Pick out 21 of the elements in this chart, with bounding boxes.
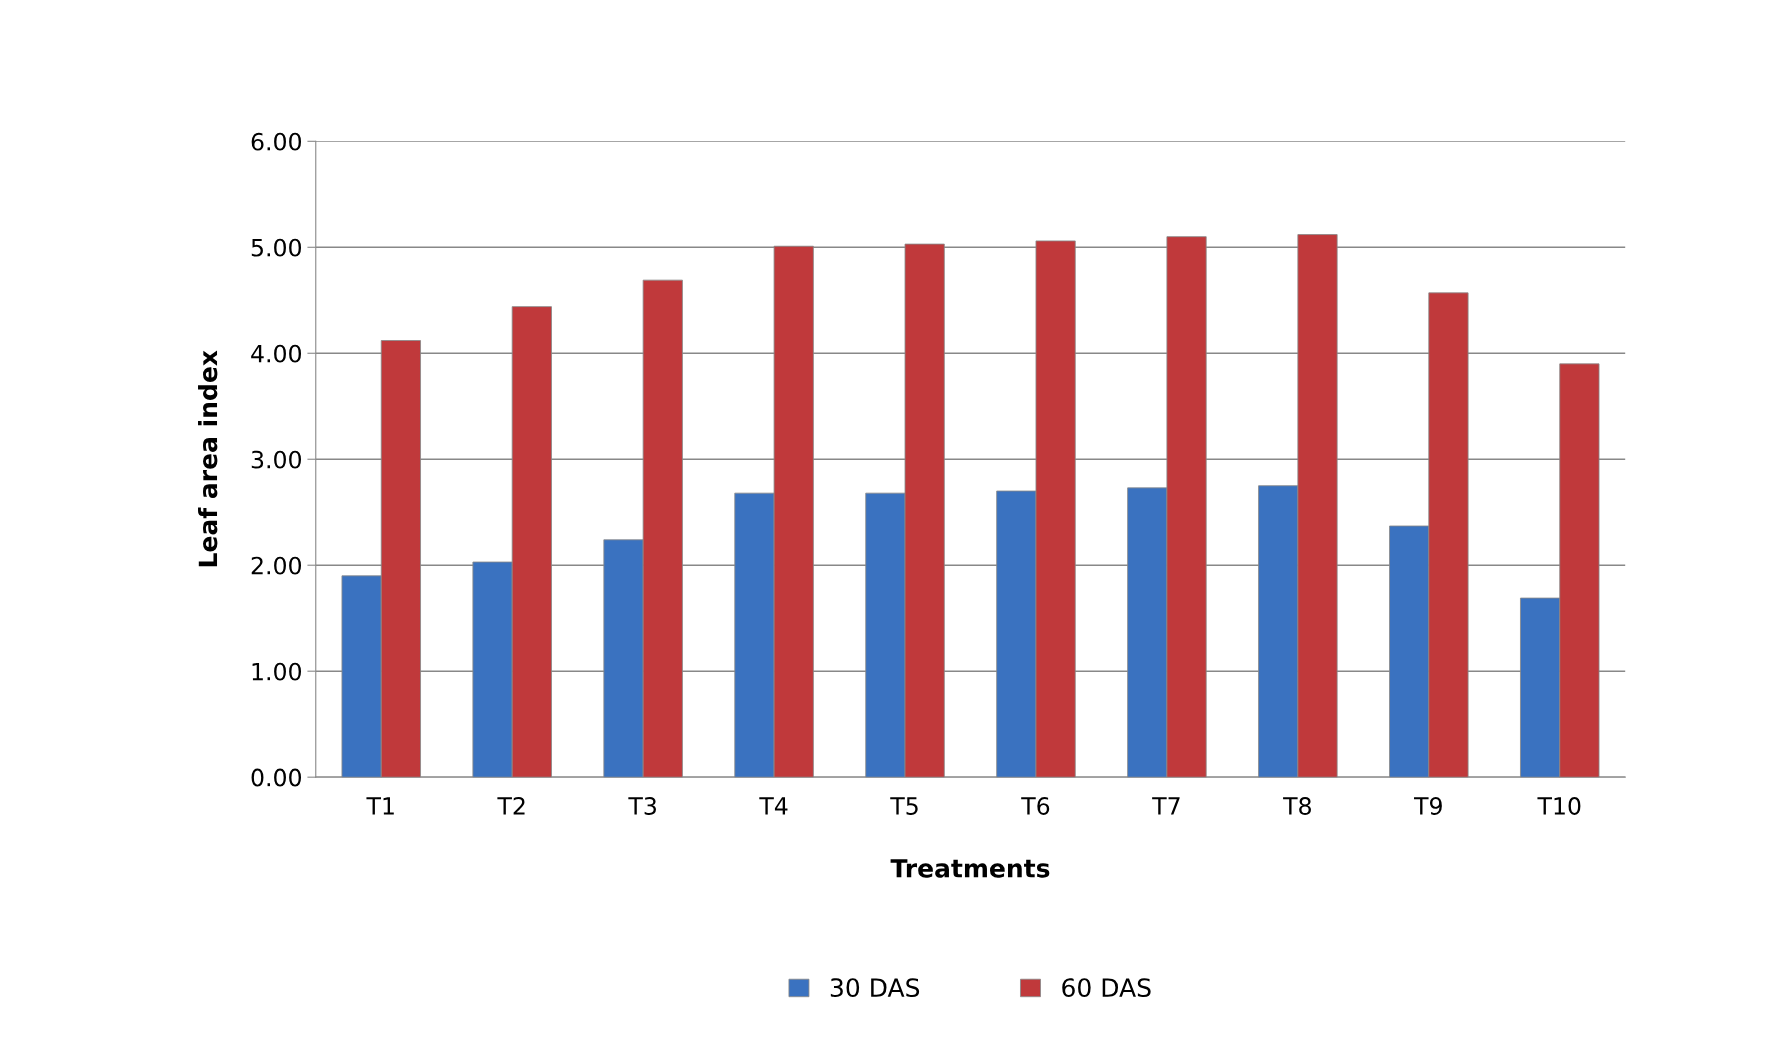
x-tick-label: T10	[1537, 797, 1581, 815]
x-tick-label: T8	[1283, 797, 1311, 815]
y-tick-label: 4.00	[251, 344, 302, 363]
x-tick-label: T1	[366, 797, 394, 815]
x-tick-label: T3	[628, 797, 656, 815]
x-axis-title: Treatments	[890, 859, 1050, 878]
y-tick-label: 1.00	[252, 662, 302, 681]
x-tick-label: T7	[1152, 797, 1180, 815]
y-tick-label: 0.00	[251, 768, 302, 787]
y-axis-title: Leaf area index	[198, 350, 218, 567]
x-tick-label: T6	[1021, 797, 1050, 815]
x-tick-label: T5	[890, 797, 918, 815]
y-tick-label: 6.00	[251, 132, 302, 151]
legend-label: 60 DAS	[1062, 978, 1151, 998]
legend-label: 30 DAS	[830, 978, 920, 998]
x-tick-label: T9	[1414, 797, 1442, 815]
x-tick-label: T2	[497, 797, 525, 815]
x-tick-label: T4	[759, 797, 788, 815]
y-tick-label: 2.00	[251, 556, 302, 575]
y-tick-label: 3.00	[251, 450, 302, 469]
y-tick-label: 5.00	[251, 238, 302, 257]
